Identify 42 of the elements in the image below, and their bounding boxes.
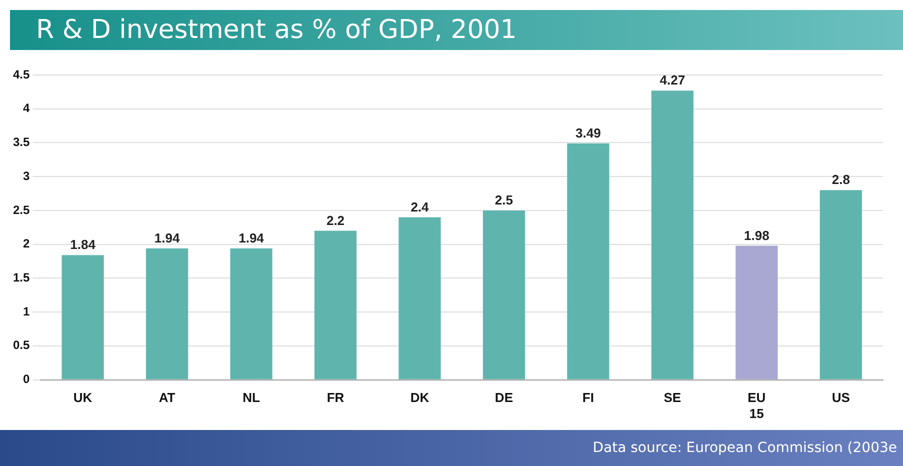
data-label: 2.5 — [494, 192, 513, 208]
x-tick-label: AT — [158, 390, 176, 406]
data-label: 3.49 — [576, 125, 601, 140]
data-label: 1.84 — [70, 237, 96, 252]
bar — [651, 90, 694, 380]
x-tick-label: SE — [664, 390, 682, 406]
bar — [62, 255, 104, 380]
bar — [146, 248, 188, 380]
y-tick-label: 4.5 — [12, 67, 30, 82]
data-label: 1.94 — [154, 230, 180, 246]
bar — [230, 248, 272, 380]
data-label: 2.2 — [326, 212, 345, 228]
x-tick-label: UK — [73, 390, 93, 406]
y-tick-label: 1.5 — [12, 270, 30, 285]
y-tick-label: 2.5 — [12, 202, 30, 217]
x-tick-label: DE — [494, 390, 514, 406]
chart-title: R & D investment as % of GDP, 2001 — [10, 10, 903, 50]
y-tick-label: 2 — [22, 236, 30, 251]
data-label: 4.27 — [660, 72, 686, 88]
bar — [567, 143, 610, 380]
y-tick-label: 1 — [22, 304, 30, 318]
bar — [820, 190, 862, 380]
x-tick-label: EU 15 — [748, 390, 766, 421]
bar — [482, 210, 526, 380]
y-tick-label: 3 — [22, 168, 30, 183]
data-label: 1.94 — [238, 230, 265, 246]
y-tick-label: 4 — [22, 101, 30, 116]
data-label: 2.8 — [832, 172, 850, 188]
x-tick-label: US — [832, 390, 850, 406]
x-tick-label: NL — [242, 390, 260, 406]
x-tick-label: FR — [326, 390, 345, 406]
y-tick-label: 0 — [22, 372, 30, 386]
x-tick-label: DK — [410, 390, 430, 406]
data-label: 1.98 — [744, 228, 770, 243]
bar — [736, 246, 778, 380]
source-note: Data source: European Commission (2003e — [0, 430, 903, 466]
bar — [314, 230, 357, 380]
x-tick-label: FI — [582, 390, 594, 406]
y-tick-label: 0.5 — [12, 338, 30, 352]
y-tick-label: 3.5 — [12, 135, 30, 150]
bar — [398, 217, 441, 380]
data-label: 2.4 — [410, 199, 430, 214]
